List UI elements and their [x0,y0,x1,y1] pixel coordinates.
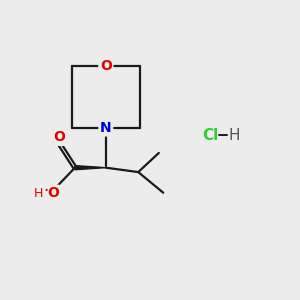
Text: H: H [228,128,240,143]
Text: O: O [47,186,59,200]
Text: Cl: Cl [202,128,218,143]
Text: O: O [100,59,112,73]
Text: N: N [100,121,112,135]
Text: H: H [33,187,43,200]
Text: ·: · [43,182,48,200]
Polygon shape [75,166,106,170]
Text: O: O [53,130,65,144]
